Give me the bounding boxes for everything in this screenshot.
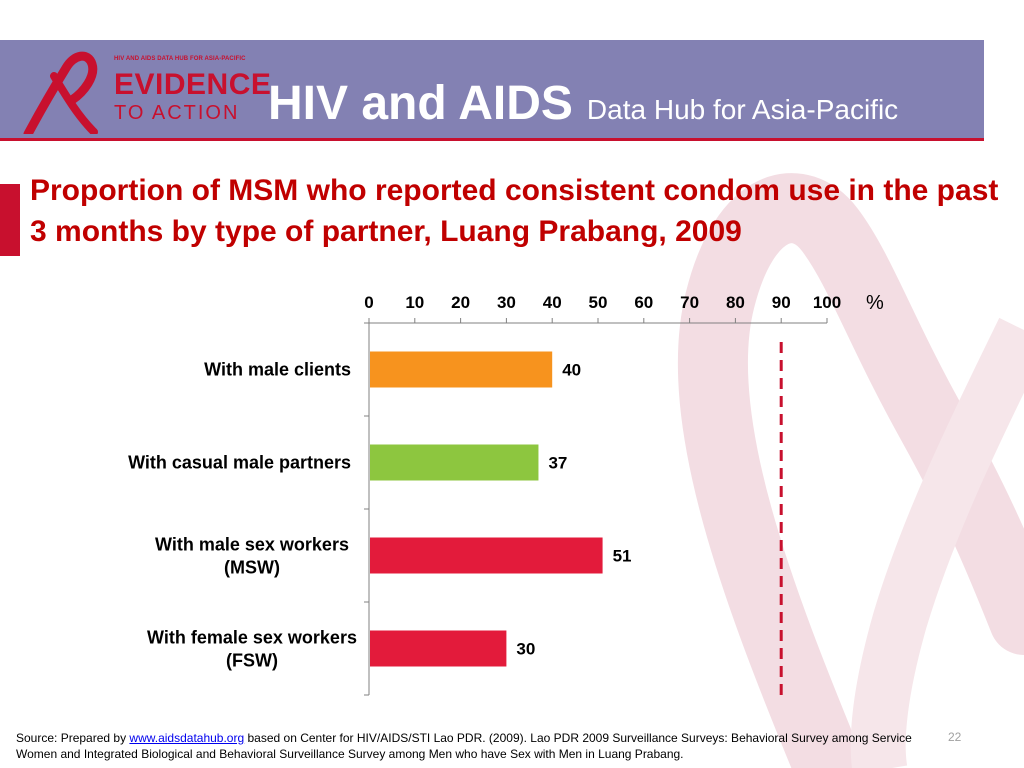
logo: HIV AND AIDS DATA HUB FOR ASIA-PACIFIC E… xyxy=(18,46,271,134)
category-label-line: With male sex workers xyxy=(155,535,349,555)
source-link[interactable]: www.aidsdatahub.org xyxy=(129,731,245,745)
bar-value-label: 37 xyxy=(548,454,567,473)
x-tick-label: 0 xyxy=(364,293,373,312)
page-number: 22 xyxy=(948,730,962,744)
category-label-line: (MSW) xyxy=(224,558,280,578)
x-tick-label: 100 xyxy=(813,293,841,312)
x-axis-unit-label: % xyxy=(866,292,884,314)
category-label: With female sex workers (FSW) xyxy=(147,628,357,671)
logo-to-action-text: TO ACTION xyxy=(114,102,240,124)
x-tick-label: 80 xyxy=(726,293,745,312)
red-ribbon-icon xyxy=(23,51,98,134)
header-band: HIV AND AIDS DATA HUB FOR ASIA-PACIFIC E… xyxy=(0,40,984,141)
source-note: Source: Prepared by www.aidsdatahub.org … xyxy=(16,730,946,762)
hub-title: HIV and AIDS Data Hub for Asia-Pacific xyxy=(268,76,898,131)
category-label-line: (FSW) xyxy=(226,651,278,671)
category-label-line: With casual male partners xyxy=(128,453,351,473)
bar-value-label: 40 xyxy=(562,361,581,380)
bar xyxy=(370,444,539,481)
bar-value-label: 30 xyxy=(516,640,535,659)
logo-tagline: HIV AND AIDS DATA HUB FOR ASIA-PACIFIC xyxy=(114,56,246,62)
category-label: With male clients xyxy=(204,360,351,380)
x-tick-label: 70 xyxy=(680,293,699,312)
hub-title-main: HIV and AIDS xyxy=(268,77,573,130)
category-label: With male sex workers (MSW) xyxy=(155,535,349,578)
x-tick-label: 10 xyxy=(405,293,424,312)
category-label-line: With male clients xyxy=(204,360,351,380)
logo-evidence-text: EVIDENCE xyxy=(114,68,272,101)
x-tick-label: 40 xyxy=(543,293,562,312)
x-tick-label: 90 xyxy=(772,293,791,312)
bar xyxy=(370,351,553,388)
bar xyxy=(370,630,507,667)
bar-value-label: 51 xyxy=(613,547,632,566)
x-tick-label: 20 xyxy=(451,293,470,312)
source-prefix: Source: Prepared by xyxy=(16,731,130,745)
slide-title: Proportion of MSM who reported consisten… xyxy=(30,174,999,248)
source-suffix: based on Center for HIV/AIDS/STI Lao PDR… xyxy=(16,731,912,761)
bar xyxy=(370,537,603,574)
category-label: With casual male partners xyxy=(128,453,351,473)
x-tick-label: 30 xyxy=(497,293,516,312)
x-tick-label: 60 xyxy=(634,293,653,312)
category-label-line: With female sex workers xyxy=(147,628,357,648)
x-tick-label: 50 xyxy=(589,293,608,312)
hub-title-sub: Data Hub for Asia-Pacific xyxy=(586,94,899,125)
title-accent-bar xyxy=(0,184,20,256)
